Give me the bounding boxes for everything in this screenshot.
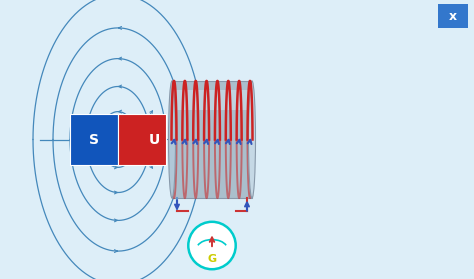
- Text: U: U: [148, 133, 160, 146]
- Text: G: G: [208, 254, 217, 264]
- Text: S: S: [89, 133, 99, 146]
- FancyBboxPatch shape: [118, 114, 166, 165]
- FancyBboxPatch shape: [172, 81, 252, 198]
- FancyBboxPatch shape: [70, 114, 118, 165]
- FancyBboxPatch shape: [172, 90, 252, 110]
- Ellipse shape: [248, 81, 255, 198]
- Text: x: x: [449, 9, 457, 23]
- Circle shape: [188, 222, 236, 269]
- FancyBboxPatch shape: [438, 4, 468, 28]
- Ellipse shape: [168, 81, 175, 198]
